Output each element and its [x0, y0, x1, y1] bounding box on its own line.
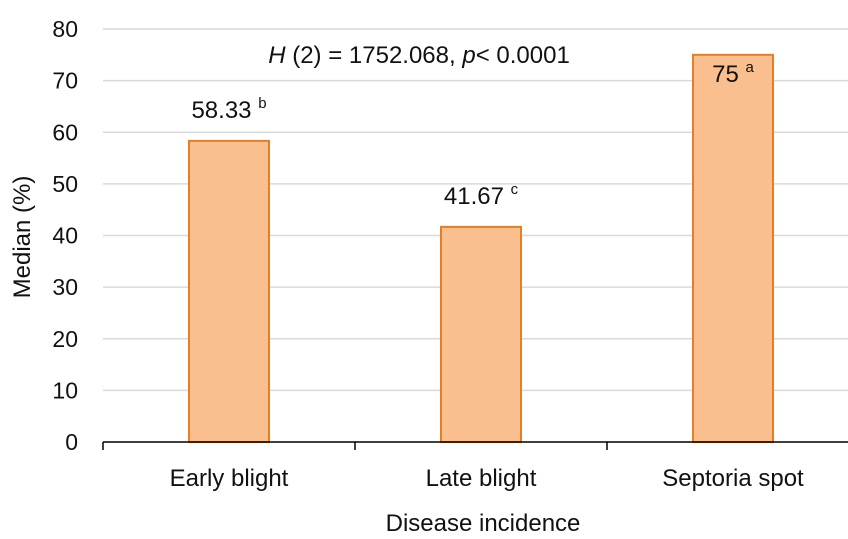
x-axis-title: Disease incidence — [386, 510, 581, 537]
data-label-value: 41.67 — [444, 183, 511, 210]
y-tick-label: 0 — [65, 429, 78, 455]
y-tick-label: 20 — [52, 326, 78, 352]
data-label-value: 58.33 — [191, 97, 258, 124]
bar-septoria-spot — [692, 53, 774, 443]
y-tick-label: 30 — [52, 274, 78, 300]
data-label-value: 75 — [712, 61, 745, 88]
data-labels: 58.33 b 41.67 c 75 a — [191, 59, 754, 210]
y-tick-label: 80 — [52, 16, 78, 42]
statistics-annotation: H (2) = 1752.068, p< 0.0001 — [268, 42, 570, 69]
y-tick-label: 10 — [52, 377, 78, 403]
bar-early-blight — [188, 139, 270, 443]
x-axis-category-labels: Early blight Late blight Septoria spot — [170, 465, 804, 492]
significance-letter: c — [511, 181, 519, 198]
y-axis-tick-labels: 0 10 20 30 40 50 60 70 80 — [52, 16, 78, 455]
statistic-df-value: (2) = 1752.068, — [286, 42, 463, 69]
significance-letter: a — [746, 59, 755, 76]
axes: 0 10 20 30 40 50 60 70 80 Early blight Late bligh… — [52, 16, 848, 492]
statistic-p-value: < 0.0001 — [476, 42, 570, 69]
x-category-label: Septoria spot — [662, 465, 804, 492]
y-tick-label: 40 — [52, 223, 78, 249]
significance-letter: b — [258, 95, 266, 112]
x-category-label: Early blight — [170, 465, 289, 492]
statistic-p: p — [461, 42, 475, 69]
bar-late-blight — [440, 225, 522, 443]
x-category-label: Late blight — [426, 465, 537, 492]
y-axis-title: Median (%) — [9, 176, 36, 299]
y-tick-label: 70 — [52, 68, 78, 94]
data-label: 58.33 b — [191, 95, 266, 124]
y-tick-label: 50 — [52, 171, 78, 197]
data-label: 41.67 c — [444, 181, 519, 210]
data-label: 75 a — [712, 59, 754, 88]
x-axis-ticks — [102, 442, 608, 450]
bars — [188, 53, 774, 443]
statistic-h: H — [268, 42, 286, 69]
y-tick-label: 60 — [52, 119, 78, 145]
